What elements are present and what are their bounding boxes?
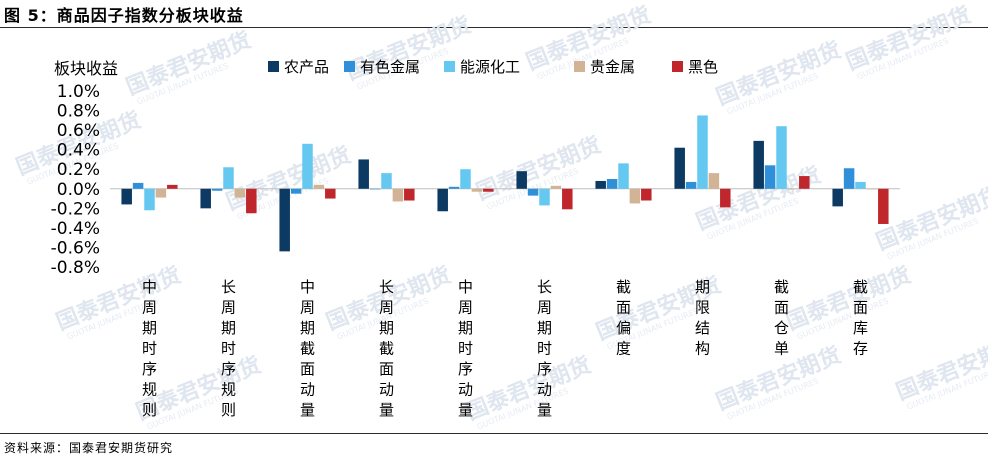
bar: [471, 188, 483, 192]
bottom-rule: [0, 433, 988, 434]
bar: [200, 188, 211, 209]
figure-title: 图 5：商品因子指数分板块收益: [4, 6, 244, 25]
bar: [132, 182, 144, 189]
bar: [697, 115, 708, 189]
bars-layer: [121, 115, 889, 252]
bar: [392, 188, 404, 202]
bar: [437, 188, 448, 212]
bar: [595, 180, 606, 189]
bar: [381, 173, 392, 189]
bar: [866, 188, 878, 190]
legend: 农产品 有色金属 能源化工 贵金属 黑色: [268, 58, 718, 76]
bar: [279, 188, 290, 252]
top-rule: [0, 27, 988, 28]
category-label: 截面库存: [853, 278, 868, 358]
bar: [878, 188, 889, 224]
bar: [787, 188, 799, 190]
y-axis-label: 板块收益: [54, 59, 118, 78]
legend-label: 贵金属: [590, 58, 635, 76]
category-label: 截面仓单: [774, 278, 789, 358]
bar: [246, 188, 257, 214]
legend-swatch: [344, 61, 355, 72]
legend-swatch: [444, 61, 455, 72]
bar: [448, 186, 460, 189]
bar: [776, 126, 787, 189]
y-tick-label: 0.6%: [57, 121, 100, 141]
y-tick-label: -0.8%: [51, 258, 100, 278]
category-label: 中周期时序动量: [458, 278, 473, 419]
category-label: 长周期时序动量: [537, 278, 552, 419]
bar: [641, 188, 652, 201]
bar: [799, 176, 810, 189]
legend-label: 农产品: [284, 58, 329, 76]
bar: [516, 171, 527, 189]
bar: [358, 159, 369, 189]
legend-label: 有色金属: [360, 58, 420, 76]
bar: [539, 188, 550, 206]
y-tick-label: -0.2%: [51, 199, 100, 219]
bar: [155, 188, 167, 198]
legend-swatch: [672, 61, 683, 72]
bar: [550, 185, 562, 189]
bar: [167, 184, 178, 189]
category-label: 长周期时序规则: [221, 278, 236, 419]
watermark-text: 国泰君安期货: [783, 262, 915, 336]
category-label: 期限结构: [695, 278, 710, 358]
y-tick-label: 0.2%: [57, 160, 100, 180]
watermark-text: 国泰君安期货: [473, 132, 605, 206]
y-axis: 1.0%0.8%0.6%0.4%0.2%0.0%-0.2%-0.4%-0.6%-…: [51, 82, 100, 278]
watermark-text: 国泰君安期货: [843, 2, 975, 76]
bar: [483, 188, 494, 192]
bar: [764, 165, 776, 189]
watermark-text: 国泰君安期货: [713, 37, 845, 111]
bar: [618, 163, 629, 189]
bar: [369, 188, 381, 190]
bar: [720, 188, 731, 208]
category-label: 长周期截面动量: [379, 278, 394, 419]
bar: [223, 167, 234, 189]
bar: [211, 188, 223, 191]
bar: [302, 143, 313, 189]
bar: [313, 184, 325, 189]
bar: [832, 188, 843, 207]
bar: [290, 188, 302, 194]
bar: [753, 140, 764, 189]
bar: [708, 173, 720, 189]
bar: [674, 147, 685, 189]
bar: [843, 168, 855, 189]
y-tick-label: -0.6%: [51, 238, 100, 258]
y-tick-label: 0.4%: [57, 141, 100, 161]
watermark-text: 国泰君安期货: [463, 352, 595, 426]
bar: [404, 188, 415, 201]
category-label: 中周期时序规则: [142, 278, 157, 419]
legend-label: 能源化工: [460, 58, 520, 76]
bar: [460, 169, 471, 189]
watermark-text: 国泰君安期货: [123, 27, 255, 101]
y-tick-label: 0.0%: [57, 180, 100, 200]
legend-swatch: [268, 61, 279, 72]
bar: [606, 179, 618, 189]
bar: [685, 181, 697, 189]
y-tick-label: 1.0%: [57, 82, 100, 102]
bar: [325, 188, 336, 199]
bar: [855, 181, 866, 189]
source-note: 资料来源：国泰君安期货研究: [4, 441, 174, 455]
legend-swatch: [574, 61, 585, 72]
y-tick-label: 0.8%: [57, 102, 100, 122]
y-tick-label: -0.4%: [51, 219, 100, 239]
bar: [234, 188, 246, 198]
category-label: 中周期截面动量: [300, 278, 315, 419]
bar: [562, 188, 573, 210]
legend-label: 黑色: [688, 58, 718, 76]
category-label: 截面偏度: [616, 278, 631, 358]
bar: [121, 188, 132, 205]
bar: [527, 188, 539, 196]
category-labels: 中周期时序规则 长周期时序规则 中周期截面动量 长周期截面动量 中周期时序动量 长周期时序…: [142, 278, 868, 419]
bar: [144, 188, 155, 211]
bar: [629, 188, 641, 204]
